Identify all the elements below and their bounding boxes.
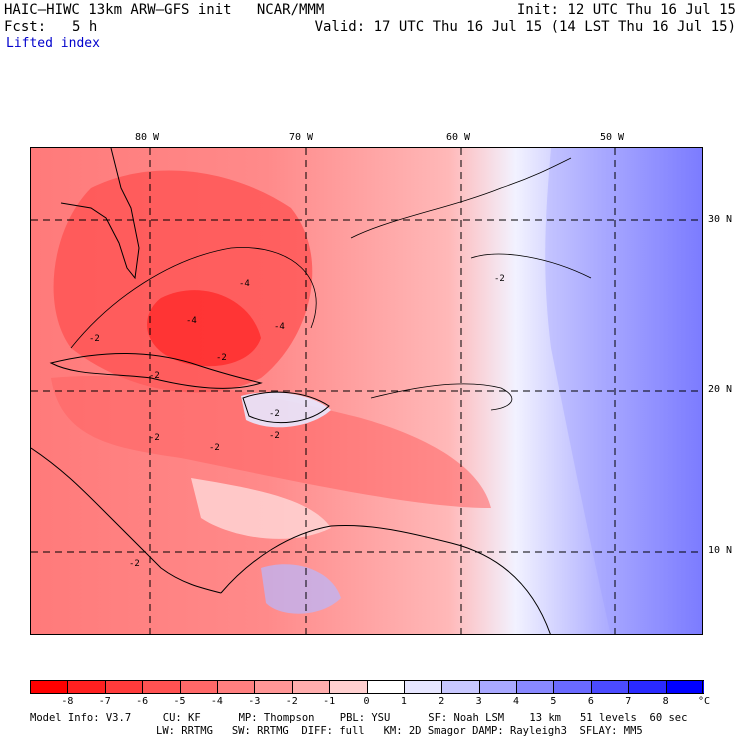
contour-label: -4 <box>274 322 285 332</box>
contour-label: -2 <box>209 443 220 453</box>
contour-label: -2 <box>216 353 227 363</box>
colorbar-segment <box>441 680 480 694</box>
colorbar-tick-label: -6 <box>136 696 149 707</box>
colorbar-unit: °C <box>698 696 711 707</box>
contour-label: -2 <box>89 334 100 344</box>
coastline-cuba <box>49 353 263 389</box>
coastline-south-america <box>220 525 551 634</box>
colorbar-tick-label: -8 <box>61 696 74 707</box>
contour-line <box>70 247 317 349</box>
model-info-line2: LW: RRTMG SW: RRTMG DIFF: full KM: 2D Sm… <box>156 725 643 737</box>
colorbar-tick-label: 6 <box>587 696 594 707</box>
contour-label: -2 <box>269 409 280 419</box>
contour-label: -2 <box>494 274 505 284</box>
lon-label-50w: 50 W <box>600 132 625 143</box>
colorbar-tick-label: -4 <box>210 696 223 707</box>
contour-line <box>470 253 592 279</box>
colorbar-tick-label: 8 <box>662 696 669 707</box>
contour-label: -4 <box>186 316 197 326</box>
model-title: HAIC–HIWC 13km ARW–GFS init NCAR/MMM <box>4 2 325 18</box>
forecast-hour: 5 h <box>72 19 98 35</box>
forecast-label: Fcst: <box>4 19 47 35</box>
init-time: Init: 12 UTC Thu 16 Jul 15 <box>516 2 736 18</box>
colorbar-segment <box>216 680 256 694</box>
colorbar-segment <box>553 680 592 694</box>
colorbar-segment <box>179 680 218 694</box>
model-info-line1: Model Info: V3.7 CU: KF MP: Thompson PBL… <box>30 712 688 724</box>
coastline-central-america <box>31 447 222 594</box>
colorbar-segment <box>254 680 293 694</box>
contour-label: -2 <box>149 371 160 381</box>
lon-label-80w: 80 W <box>135 132 160 143</box>
contour-line <box>370 383 513 411</box>
colorbar-segment <box>30 680 69 694</box>
colorbar-segment <box>590 680 630 694</box>
colorbar-tick-label: -7 <box>98 696 111 707</box>
instability-core-inner <box>147 290 261 367</box>
valid-time: Valid: 17 UTC Thu 16 Jul 15 (14 LST Thu … <box>314 19 736 35</box>
colorbar-segment <box>104 680 144 694</box>
coastline-hispaniola <box>242 391 330 424</box>
coastline-florida <box>60 148 140 280</box>
colorbar-tick-label: 2 <box>438 696 445 707</box>
colorbar-segment <box>478 680 518 694</box>
colorbar-tick-label: 5 <box>550 696 557 707</box>
colorbar-tick-label: -5 <box>173 696 186 707</box>
contour-label: -2 <box>269 431 280 441</box>
lifted-index-map: -2 -4 -4 -2 -2 -2 -2 -2 -2 -2 -2 -4 <box>30 147 703 635</box>
field-name: Lifted index <box>6 36 100 51</box>
colorbar-segment <box>516 680 555 694</box>
colorbar <box>30 680 704 694</box>
colorbar-tick-label: 7 <box>625 696 632 707</box>
colorbar-segment <box>291 680 331 694</box>
stable-patch-southamerica <box>261 564 341 614</box>
colorbar-tick-label: 4 <box>513 696 520 707</box>
colorbar-segment <box>329 680 368 694</box>
colorbar-segment <box>628 680 667 694</box>
contour-line <box>350 157 572 239</box>
colorbar-segment <box>67 680 106 694</box>
colorbar-segment <box>366 680 405 694</box>
colorbar-segment <box>403 680 443 694</box>
lat-label-30n: 30 N <box>708 214 733 225</box>
stable-patch-caribbean <box>191 478 331 539</box>
colorbar-tick-label: 1 <box>400 696 407 707</box>
contour-label: -2 <box>149 433 160 443</box>
lat-label-20n: 20 N <box>708 384 733 395</box>
colorbar-tick-label: -2 <box>285 696 298 707</box>
colorbar-segment <box>142 680 181 694</box>
colorbar-segment <box>665 680 704 694</box>
lon-label-60w: 60 W <box>446 132 471 143</box>
contour-label: -4 <box>239 279 250 289</box>
colorbar-tick-label: -3 <box>248 696 261 707</box>
contour-label: -2 <box>129 559 140 569</box>
colorbar-tick-label: 0 <box>363 696 370 707</box>
colorbar-tick-label: -1 <box>323 696 336 707</box>
lon-label-70w: 70 W <box>289 132 314 143</box>
colorbar-tick-label: 3 <box>475 696 482 707</box>
lat-label-10n: 10 N <box>708 545 733 556</box>
instability-band-south <box>51 376 491 508</box>
